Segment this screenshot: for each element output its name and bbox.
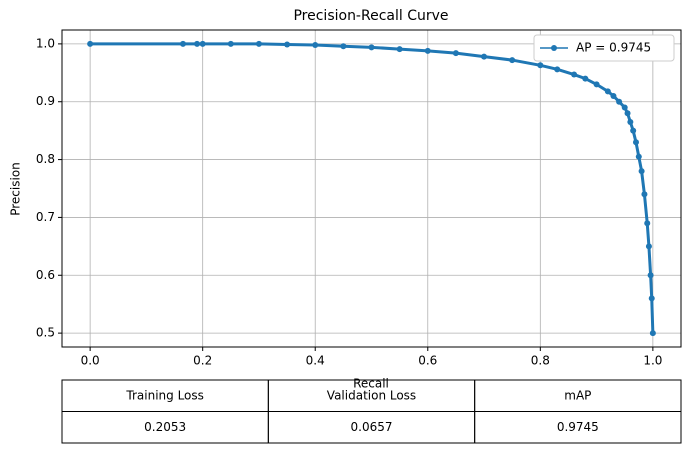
data-point [645, 243, 652, 250]
data-point [227, 40, 234, 47]
data-point [621, 104, 628, 111]
data-point [312, 42, 319, 49]
legend-marker [551, 45, 557, 51]
data-point [554, 66, 561, 73]
data-point [284, 41, 291, 48]
data-point [87, 40, 94, 47]
data-point [610, 92, 617, 99]
data-point [616, 98, 623, 105]
y-tick-label: 0.6 [36, 268, 55, 282]
chart-title: Precision-Recall Curve [293, 8, 448, 24]
table-cell [474, 411, 682, 444]
data-point [194, 40, 201, 47]
x-tick-label: 0.8 [531, 354, 550, 368]
table-header: mAP [564, 388, 591, 402]
data-point [604, 88, 611, 95]
series-line [90, 42, 655, 334]
data-point [537, 62, 544, 69]
x-tick-label: 1.0 [643, 354, 662, 368]
data-point [179, 40, 186, 47]
y-tick-label: 0.7 [36, 210, 55, 224]
legend-box [533, 34, 675, 62]
table-value: 0.0657 [351, 420, 393, 434]
data-point [632, 139, 639, 146]
axes-frame [61, 29, 682, 348]
table-header: Training Loss [125, 388, 203, 402]
data-point [571, 71, 578, 78]
data-point [638, 168, 645, 175]
x-tick-label: 0.6 [418, 354, 437, 368]
x-tick-label: 0.0 [81, 354, 100, 368]
y-tick-label: 0.8 [36, 152, 55, 166]
data-point [648, 295, 655, 302]
data-point [396, 46, 403, 53]
data-point [582, 75, 589, 82]
data-point [368, 44, 375, 51]
data-point [199, 40, 206, 47]
y-tick-label: 0.9 [36, 94, 55, 108]
x-tick-label: 0.4 [306, 354, 325, 368]
table-header: Validation Loss [327, 388, 416, 402]
table-value: 0.2053 [144, 420, 186, 434]
data-point [641, 191, 648, 198]
data-point [630, 127, 637, 134]
data-point [509, 57, 516, 64]
data-point [452, 50, 459, 57]
data-point [255, 40, 262, 47]
data-point [647, 272, 654, 279]
y-tick-label: 0.5 [36, 326, 55, 340]
data-point [635, 153, 642, 160]
data-point [627, 118, 634, 125]
y-axis-label: Precision [9, 162, 23, 216]
data-point [424, 47, 431, 54]
x-tick-label: 0.2 [193, 354, 212, 368]
data-point [644, 220, 651, 227]
legend-label: AP = 0.9745 [576, 41, 651, 55]
data-point [593, 81, 600, 88]
data-point [649, 330, 656, 337]
data-point [340, 43, 347, 50]
table-value: 0.9745 [557, 420, 599, 434]
data-point [481, 53, 488, 60]
y-tick-label: 1.0 [36, 36, 55, 50]
data-point [624, 110, 631, 117]
